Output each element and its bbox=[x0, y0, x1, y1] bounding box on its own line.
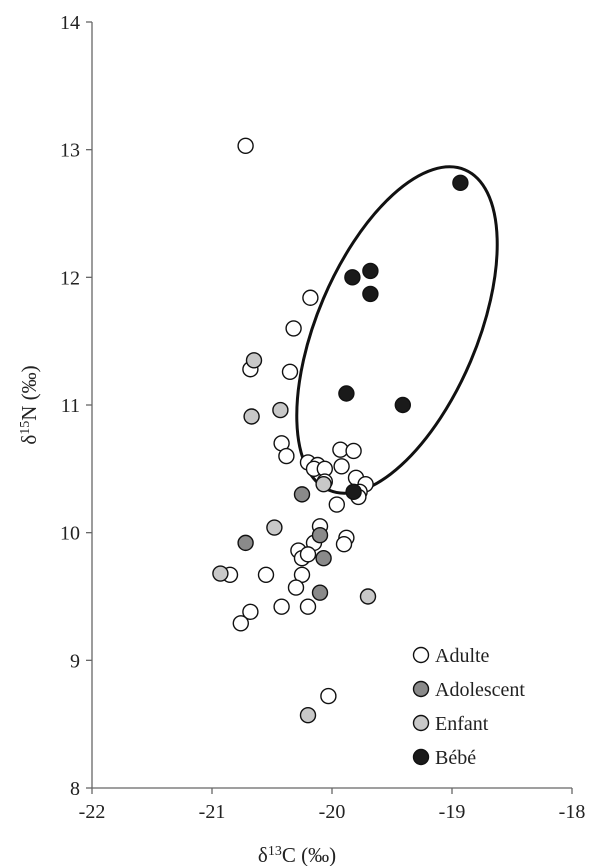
point-bb bbox=[362, 285, 379, 303]
data-points bbox=[212, 137, 469, 724]
point-adulte bbox=[320, 687, 337, 705]
y-tick-label: 10 bbox=[60, 523, 80, 545]
point-enfant bbox=[359, 588, 377, 605]
point-adolescent bbox=[237, 534, 254, 552]
y-tick-label: 12 bbox=[60, 267, 80, 289]
point-bb bbox=[362, 262, 379, 280]
x-tick-label: -21 bbox=[199, 801, 226, 823]
y-tick-label: 13 bbox=[60, 140, 80, 162]
y-axis-ticks: 8 9 10 11 12 13 14 bbox=[60, 12, 92, 800]
point-enfant bbox=[315, 475, 332, 493]
legend-label-enfant: Enfant bbox=[435, 713, 489, 735]
point-adulte bbox=[335, 535, 353, 553]
point-adulte bbox=[281, 363, 299, 381]
legend-label-bb: Bébé bbox=[435, 747, 476, 769]
point-adolescent bbox=[293, 486, 311, 503]
point-adulte bbox=[242, 603, 259, 621]
point-adulte bbox=[237, 137, 254, 155]
x-tick-label: -22 bbox=[79, 801, 106, 823]
point-adulte bbox=[232, 615, 250, 632]
legend-label-adolescent: Adolescent bbox=[435, 679, 525, 701]
y-tick-label: 8 bbox=[70, 778, 80, 800]
point-adulte bbox=[302, 289, 319, 306]
legend-label-adulte: Adulte bbox=[435, 645, 490, 667]
y-tick-label: 9 bbox=[70, 650, 80, 672]
y-tick-label: 11 bbox=[61, 395, 80, 417]
point-adulte bbox=[299, 598, 317, 615]
point-bb bbox=[338, 385, 355, 402]
point-enfant bbox=[243, 408, 260, 425]
point-adulte bbox=[287, 579, 305, 596]
legend-marker-enfant bbox=[412, 714, 430, 732]
point-adulte bbox=[257, 566, 275, 583]
point-adulte bbox=[333, 458, 350, 475]
point-enfant bbox=[272, 401, 289, 419]
legend-marker-adulte bbox=[412, 646, 430, 664]
point-adulte bbox=[299, 546, 317, 563]
point-bb bbox=[452, 174, 469, 192]
legend: Adulte Adolescent Enfant Bébé bbox=[412, 645, 525, 769]
x-axis-ticks: -22 -21 -20 -19 -18 bbox=[79, 788, 586, 823]
point-adolescent bbox=[315, 550, 332, 567]
y-tick-label: 14 bbox=[60, 12, 80, 34]
point-adolescent bbox=[311, 584, 329, 601]
point-adulte bbox=[345, 442, 362, 460]
point-adulte bbox=[278, 447, 295, 465]
y-axis-title: δ15N (‰) bbox=[17, 365, 41, 444]
point-bb bbox=[345, 483, 362, 501]
legend-marker-adolescent bbox=[412, 680, 430, 698]
x-tick-label: -18 bbox=[559, 801, 586, 823]
x-tick-label: -19 bbox=[439, 801, 466, 823]
point-enfant bbox=[212, 565, 229, 582]
x-tick-label: -20 bbox=[319, 801, 346, 823]
point-bb bbox=[344, 269, 361, 286]
x-axis-title: δ13C (‰) bbox=[258, 843, 336, 866]
point-adulte bbox=[328, 496, 345, 513]
point-adolescent bbox=[311, 527, 329, 544]
point-enfant bbox=[245, 352, 263, 369]
point-bb bbox=[394, 396, 411, 414]
point-enfant bbox=[299, 707, 317, 724]
point-enfant bbox=[266, 519, 283, 536]
point-adulte bbox=[285, 320, 302, 337]
point-adulte bbox=[273, 598, 290, 615]
legend-marker-bb bbox=[412, 748, 430, 766]
